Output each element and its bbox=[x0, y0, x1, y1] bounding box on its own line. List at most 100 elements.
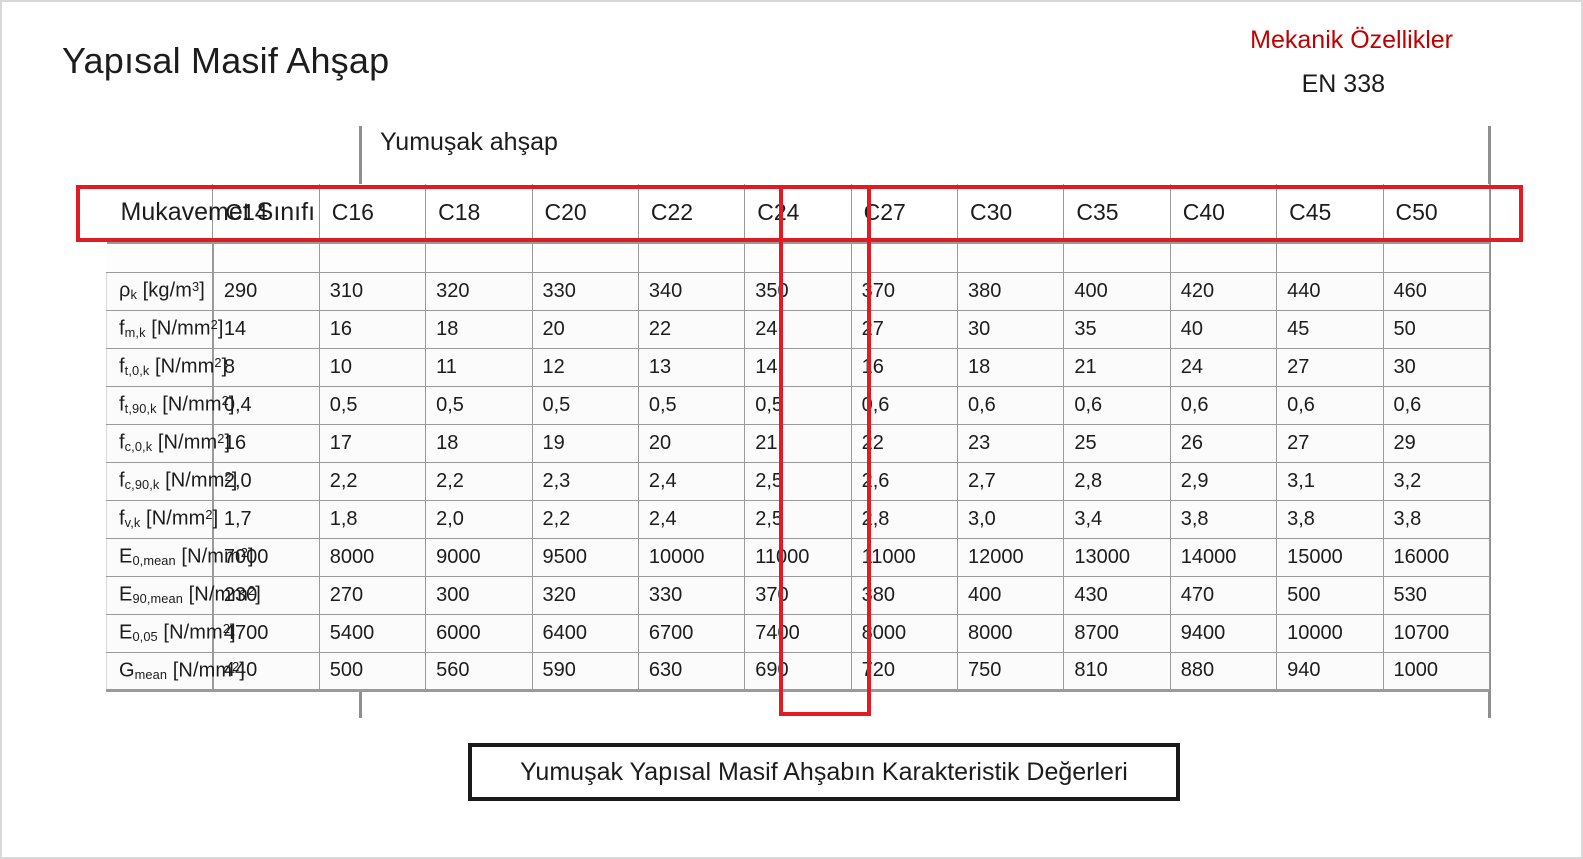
data-cell-c45: 15000 bbox=[1276, 537, 1384, 577]
table-row: E90,mean [N/mm2]230270300320330370380400… bbox=[105, 575, 1490, 615]
table-spacer-row bbox=[106, 240, 1490, 273]
data-cell-c16: 500 bbox=[318, 651, 427, 692]
row-label: E0,05 [N/mm2] bbox=[105, 613, 236, 653]
data-cell-c27: 370 bbox=[850, 271, 959, 311]
data-cell-c14: 230 bbox=[212, 575, 320, 615]
data-cell-c16: 270 bbox=[318, 575, 427, 615]
data-cell-c50: 16000 bbox=[1382, 537, 1490, 577]
spacer-cell bbox=[106, 240, 214, 273]
data-cell-c27: 2,6 bbox=[850, 461, 959, 501]
table-row: E0,05 [N/mm2]470054006000640067007400800… bbox=[105, 613, 1490, 653]
data-cell-c40: 2,9 bbox=[1169, 461, 1278, 501]
data-cell-c18: 0,5 bbox=[425, 385, 533, 425]
data-cell-c27: 0,6 bbox=[850, 385, 959, 425]
spacer-cell bbox=[531, 240, 639, 273]
data-cell-c24: 2,5 bbox=[744, 461, 852, 501]
data-cell-c24: 14 bbox=[744, 347, 852, 387]
column-group-label: Yumuşak ahşap bbox=[380, 128, 558, 156]
spacer-cell bbox=[744, 240, 852, 273]
spacer-cell bbox=[1063, 240, 1171, 273]
column-header-c30: C30 bbox=[956, 184, 1065, 242]
data-cell-c22: 630 bbox=[637, 651, 746, 692]
data-cell-c14: 4700 bbox=[212, 613, 320, 653]
table-header-row: Mukavemet Sınıfı C14 C16 C18 C20 C22 C24 C27 C3… bbox=[106, 184, 1490, 242]
data-cell-c14: 14 bbox=[212, 309, 320, 349]
data-cell-c40: 3,8 bbox=[1169, 499, 1278, 539]
data-cell-c20: 2,2 bbox=[531, 499, 639, 539]
data-cell-c18: 560 bbox=[425, 651, 533, 692]
data-cell-c18: 300 bbox=[425, 575, 533, 615]
data-cell-c40: 470 bbox=[1169, 575, 1278, 615]
data-cell-c24: 24 bbox=[744, 309, 852, 349]
data-cell-c27: 380 bbox=[850, 575, 959, 615]
data-cell-c24: 21 bbox=[744, 423, 852, 463]
data-cell-c22: 2,4 bbox=[637, 461, 746, 501]
spacer-cell bbox=[956, 240, 1065, 273]
data-cell-c50: 29 bbox=[1382, 423, 1490, 463]
row-label: fv,k [N/mm2] bbox=[105, 499, 218, 539]
spacer-cell bbox=[850, 240, 959, 273]
data-cell-c35: 35 bbox=[1063, 309, 1171, 349]
data-cell-c30: 18 bbox=[956, 347, 1065, 387]
data-cell-c30: 23 bbox=[956, 423, 1065, 463]
data-cell-c20: 320 bbox=[531, 575, 639, 615]
data-cell-c18: 2,2 bbox=[425, 461, 533, 501]
data-cell-c22: 2,4 bbox=[637, 499, 746, 539]
data-cell-c40: 880 bbox=[1169, 651, 1278, 692]
column-header-c45: C45 bbox=[1276, 184, 1384, 242]
data-cell-c24: 370 bbox=[744, 575, 852, 615]
column-header-c24: C24 bbox=[744, 184, 852, 242]
column-header-c22: C22 bbox=[637, 184, 746, 242]
data-cell-c30: 12000 bbox=[956, 537, 1065, 577]
data-cell-c18: 18 bbox=[425, 309, 533, 349]
column-header-c35: C35 bbox=[1063, 184, 1171, 242]
spacer-cell bbox=[318, 240, 427, 273]
data-cell-c24: 11000 bbox=[744, 537, 852, 577]
data-cell-c40: 24 bbox=[1169, 347, 1278, 387]
data-cell-c18: 6000 bbox=[425, 613, 533, 653]
data-cell-c40: 26 bbox=[1169, 423, 1278, 463]
data-cell-c35: 430 bbox=[1063, 575, 1171, 615]
data-cell-c20: 0,5 bbox=[531, 385, 639, 425]
caption-box: Yumuşak Yapısal Masif Ahşabın Karakteris… bbox=[468, 743, 1180, 801]
data-cell-c30: 750 bbox=[956, 651, 1065, 692]
data-cell-c35: 13000 bbox=[1063, 537, 1171, 577]
data-cell-c35: 400 bbox=[1063, 271, 1171, 311]
data-cell-c50: 3,2 bbox=[1382, 461, 1490, 501]
table-row: Gmean [N/mm2]440500560590630690720750810… bbox=[105, 651, 1490, 692]
data-cell-c50: 530 bbox=[1382, 575, 1490, 615]
data-cell-c20: 6400 bbox=[531, 613, 639, 653]
data-cell-c50: 3,8 bbox=[1382, 499, 1490, 539]
column-header-c50: C50 bbox=[1382, 184, 1490, 242]
data-cell-c20: 12 bbox=[531, 347, 639, 387]
data-cell-c16: 1,8 bbox=[318, 499, 427, 539]
data-cell-c45: 45 bbox=[1276, 309, 1384, 349]
table-row: ρk [kg/m3] 290 310 320 330 340 350 370 380 400 420… bbox=[105, 271, 1490, 311]
data-cell-c14: 440 bbox=[212, 651, 320, 692]
data-cell-c14: 8 bbox=[212, 347, 320, 387]
data-cell-c40: 9400 bbox=[1169, 613, 1278, 653]
data-cell-c16: 17 bbox=[318, 423, 427, 463]
data-cell-c27: 16 bbox=[850, 347, 959, 387]
spacer-cell bbox=[425, 240, 533, 273]
data-cell-c18: 320 bbox=[425, 271, 533, 311]
data-cell-c45: 440 bbox=[1276, 271, 1384, 311]
data-cell-c27: 11000 bbox=[850, 537, 959, 577]
row-label: ft,0,k [N/mm2] bbox=[105, 347, 227, 387]
data-cell-c30: 400 bbox=[956, 575, 1065, 615]
data-cell-c27: 22 bbox=[850, 423, 959, 463]
data-cell-c45: 3,8 bbox=[1276, 499, 1384, 539]
data-cell-c45: 27 bbox=[1276, 347, 1384, 387]
data-cell-c14: 2,0 bbox=[212, 461, 320, 501]
data-cell-c35: 3,4 bbox=[1063, 499, 1171, 539]
row-label: fm,k [N/mm2] bbox=[105, 309, 223, 349]
data-cell-c50: 0,6 bbox=[1382, 385, 1490, 425]
data-cell-c35: 25 bbox=[1063, 423, 1171, 463]
table-body: ρk [kg/m3] 290 310 320 330 340 350 370 380 400 420… bbox=[105, 240, 1490, 692]
data-cell-c20: 590 bbox=[531, 651, 639, 692]
data-cell-c45: 3,1 bbox=[1276, 461, 1384, 501]
data-cell-c45: 27 bbox=[1276, 423, 1384, 463]
data-cell-c22: 22 bbox=[637, 309, 746, 349]
